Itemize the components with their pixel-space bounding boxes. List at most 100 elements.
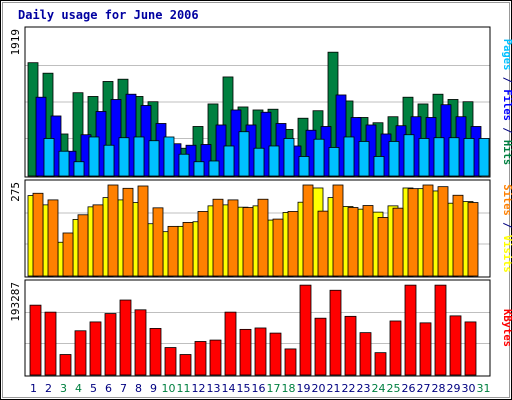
bar-sites-day-23: [362, 205, 374, 277]
bar-pages-day-30: [478, 138, 490, 177]
bar-pages-day-23: [373, 156, 385, 177]
legend-part: KBytes: [501, 309, 512, 347]
day-label-2: 2: [45, 382, 52, 395]
bar-sites-day-30: [467, 202, 479, 277]
bar-sites-day-8: [137, 185, 149, 277]
bar-kbytes-day-24: [374, 352, 387, 376]
panel-kbytes-max-label: 193287: [9, 282, 22, 322]
bar-files-day-1: [35, 96, 47, 177]
day-label-9: 9: [150, 382, 157, 395]
bar-kbytes-day-4: [74, 330, 87, 376]
panel-hits-max-label: 1919: [9, 29, 22, 56]
bar-sites-day-11: [182, 221, 194, 277]
legend-part: /: [501, 121, 512, 140]
bar-pages-day-14: [238, 131, 250, 177]
day-label-19: 19: [297, 382, 311, 395]
day-label-6: 6: [105, 382, 112, 395]
bar-sites-day-18: [287, 211, 299, 277]
bar-pages-day-6: [118, 137, 130, 177]
bar-pages-day-10: [178, 153, 190, 177]
day-label-16: 16: [252, 382, 266, 395]
day-label-5: 5: [90, 382, 97, 395]
bar-sites-day-12: [197, 211, 209, 277]
bar-pages-day-17: [283, 138, 295, 177]
bar-pages-day-16: [268, 145, 280, 177]
bar-kbytes-day-9: [149, 328, 162, 376]
bar-kbytes-day-19: [299, 284, 312, 376]
bar-kbytes-day-21: [329, 289, 342, 376]
panel-kbytes: 193287 KBytes: [9, 279, 512, 377]
panel-hits-legend-label: Pages / Files / Hits: [501, 39, 512, 165]
bar-kbytes-day-1: [29, 304, 42, 376]
bar-pages-day-27: [433, 137, 445, 177]
bar-sites-day-25: [392, 207, 404, 277]
legend-part: Sites: [501, 184, 512, 216]
bar-pages-day-4: [88, 136, 100, 177]
bar-kbytes-day-26: [404, 284, 417, 376]
bar-sites-day-10: [167, 225, 179, 277]
bar-kbytes-day-5: [89, 321, 102, 376]
bar-kbytes-day-11: [179, 354, 192, 376]
bar-files-day-7: [125, 93, 137, 177]
bar-files-day-21: [335, 94, 347, 177]
bar-pages-day-9: [163, 136, 175, 177]
day-label-31: 31: [477, 382, 491, 395]
bar-sites-day-17: [272, 218, 284, 277]
bar-files-day-12: [200, 144, 212, 177]
panel-visits: 275 Sites / Visits: [9, 179, 512, 278]
bar-kbytes-day-25: [389, 320, 402, 376]
bar-kbytes-day-16: [254, 327, 267, 376]
panel-visits-legend-label: Sites / Visits: [501, 184, 512, 273]
bar-sites-day-4: [77, 214, 89, 277]
bar-kbytes-day-7: [119, 299, 132, 376]
bar-pages-day-1: [43, 138, 55, 177]
day-label-30: 30: [462, 382, 476, 395]
legend-part: Files: [501, 89, 512, 121]
day-label-18: 18: [282, 382, 296, 395]
bar-sites-day-20: [317, 210, 329, 277]
bar-kbytes-day-2: [44, 311, 57, 376]
legend-part: Hits: [501, 140, 512, 165]
panels: 1919 Pages / Files / Hits 275 Sites / Visit…: [9, 26, 512, 377]
day-label-8: 8: [135, 382, 142, 395]
panel-hits: 1919 Pages / Files / Hits: [9, 26, 512, 178]
bar-kbytes-day-29: [449, 315, 462, 376]
panel-kbytes-legend-label: KBytes: [501, 309, 512, 347]
legend-part: /: [501, 70, 512, 89]
day-label-22: 22: [342, 382, 356, 395]
day-label-14: 14: [222, 382, 236, 395]
bar-kbytes-day-12: [194, 341, 207, 376]
bar-kbytes-day-15: [239, 328, 252, 376]
bar-sites-day-15: [242, 207, 254, 277]
bar-sites-day-2: [47, 199, 59, 277]
day-label-23: 23: [357, 382, 371, 395]
bar-pages-day-7: [133, 136, 145, 177]
day-label-29: 29: [447, 382, 461, 395]
bar-kbytes-day-18: [284, 348, 297, 376]
day-label-21: 21: [327, 382, 341, 395]
bar-sites-day-3: [62, 232, 74, 277]
bar-sites-day-9: [152, 207, 164, 277]
day-label-13: 13: [207, 382, 221, 395]
bar-kbytes-day-20: [314, 317, 327, 376]
bar-kbytes-day-27: [419, 322, 432, 376]
bar-pages-day-13: [223, 145, 235, 177]
day-label-11: 11: [177, 382, 191, 395]
bar-kbytes-day-14: [224, 311, 237, 376]
bar-sites-day-6: [107, 184, 119, 277]
bar-pages-day-11: [193, 161, 205, 177]
bar-pages-day-2: [58, 150, 70, 177]
bar-sites-day-21: [332, 184, 344, 277]
day-label-25: 25: [387, 382, 401, 395]
bar-pages-day-29: [463, 138, 475, 177]
bar-kbytes-day-28: [434, 284, 447, 376]
bar-sites-day-27: [422, 184, 434, 277]
bar-pages-day-3: [73, 161, 85, 177]
bar-kbytes-day-23: [359, 332, 372, 376]
day-label-26: 26: [402, 382, 416, 395]
bar-sites-day-13: [212, 198, 224, 277]
bar-kbytes-day-3: [59, 354, 72, 376]
day-label-17: 17: [267, 382, 281, 395]
